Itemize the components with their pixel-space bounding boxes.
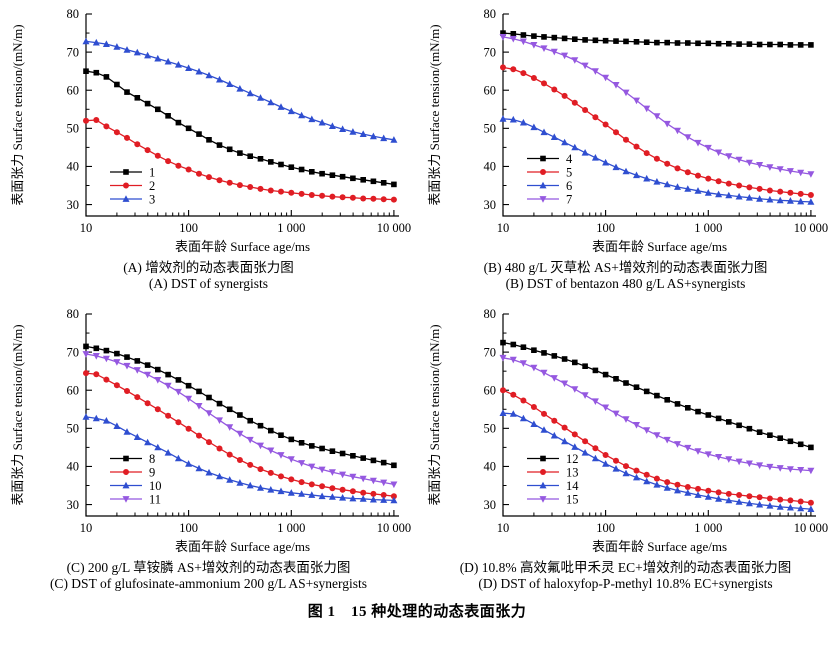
caption-b-en: (B) DST of bentazon 480 g/L AS+synergist… xyxy=(505,276,746,291)
svg-text:30: 30 xyxy=(67,498,80,512)
svg-text:表面张力 Surface tension/(mN/m): 表面张力 Surface tension/(mN/m) xyxy=(427,324,442,505)
svg-text:50: 50 xyxy=(484,122,497,136)
svg-text:10: 10 xyxy=(80,221,93,235)
svg-text:表面年龄 Surface age/ms: 表面年龄 Surface age/ms xyxy=(175,239,310,254)
panel-a: 30 40 50 60 70 80 10 100 1 000 10 000 表面年龄 Surface… xyxy=(0,4,417,292)
svg-text:1 000: 1 000 xyxy=(277,521,305,535)
caption-c-en: (C) DST of glufosinate-ammonium 200 g/L … xyxy=(49,576,368,591)
svg-text:70: 70 xyxy=(67,45,80,59)
caption-d-en: (D) DST of haloxyfop-P-methyl 10.8% EC+s… xyxy=(478,576,773,591)
svg-text:30: 30 xyxy=(484,498,497,512)
svg-text:80: 80 xyxy=(484,307,497,321)
svg-text:10: 10 xyxy=(80,521,93,535)
svg-text:100: 100 xyxy=(596,221,615,235)
svg-text:40: 40 xyxy=(67,460,80,474)
caption-a-zh: (A) 增效剂的动态表面张力图 xyxy=(123,260,294,275)
panel-d: 30 40 50 60 70 80 10 100 1 000 10 000 表面年龄 Surface… xyxy=(417,304,834,592)
svg-text:70: 70 xyxy=(484,345,497,359)
svg-text:2: 2 xyxy=(149,179,155,193)
svg-text:1 000: 1 000 xyxy=(694,521,722,535)
svg-text:14: 14 xyxy=(566,479,579,493)
svg-text:1: 1 xyxy=(149,166,155,180)
panel-c: 30 40 50 60 70 80 10 100 1 000 10 000 表面年龄 Surface… xyxy=(0,304,417,592)
chart-d-dst-haloxyfop: 30 40 50 60 70 80 10 100 1 000 10 000 表面年龄 Surface… xyxy=(427,307,828,554)
caption-a-en: (A) DST of synergists xyxy=(148,276,269,291)
svg-text:60: 60 xyxy=(484,83,497,97)
svg-text:10 000: 10 000 xyxy=(794,521,828,535)
chart-c-dst-glufosinate: 30 40 50 60 70 80 10 100 1 000 10 000 表面年龄 Surface… xyxy=(10,307,411,554)
svg-text:60: 60 xyxy=(484,383,497,397)
svg-text:12: 12 xyxy=(566,452,579,466)
svg-text:70: 70 xyxy=(67,345,80,359)
svg-text:表面张力 Surface tension/(mN/m): 表面张力 Surface tension/(mN/m) xyxy=(10,324,25,505)
svg-text:3: 3 xyxy=(149,193,155,207)
svg-text:表面年龄 Surface age/ms: 表面年龄 Surface age/ms xyxy=(592,539,727,554)
svg-text:表面张力 Surface tension/(mN/m): 表面张力 Surface tension/(mN/m) xyxy=(427,24,442,205)
svg-text:13: 13 xyxy=(566,466,579,480)
svg-text:表面张力 Surface tension/(mN/m): 表面张力 Surface tension/(mN/m) xyxy=(10,24,25,205)
svg-text:30: 30 xyxy=(484,198,497,212)
caption-d-zh: (D) 10.8% 高效氟吡甲禾灵 EC+增效剂的动态表面张力图 xyxy=(459,560,792,575)
svg-text:50: 50 xyxy=(67,422,80,436)
svg-text:30: 30 xyxy=(67,198,80,212)
svg-text:10: 10 xyxy=(149,479,162,493)
figure-caption: 图 1 15 种处理的动态表面张力 xyxy=(307,604,527,620)
svg-text:10: 10 xyxy=(497,521,510,535)
svg-text:6: 6 xyxy=(566,179,572,193)
svg-text:10: 10 xyxy=(497,221,510,235)
svg-text:80: 80 xyxy=(67,307,80,321)
chart-a-dst-synergists: 30 40 50 60 70 80 10 100 1 000 10 000 表面年龄 Surface… xyxy=(10,7,411,254)
svg-text:10 000: 10 000 xyxy=(377,221,411,235)
svg-text:40: 40 xyxy=(67,160,80,174)
svg-text:15: 15 xyxy=(566,493,579,507)
caption-b-zh: (B) 480 g/L 灭草松 AS+增效剂的动态表面张力图 xyxy=(483,260,768,275)
svg-text:5: 5 xyxy=(566,166,572,180)
svg-text:7: 7 xyxy=(566,193,572,207)
svg-text:1 000: 1 000 xyxy=(694,221,722,235)
svg-text:50: 50 xyxy=(484,422,497,436)
svg-text:60: 60 xyxy=(67,383,80,397)
svg-text:100: 100 xyxy=(179,521,198,535)
panel-grid: 30 40 50 60 70 80 10 100 1 000 10 000 表面年龄 Surface… xyxy=(0,4,834,592)
svg-text:表面年龄 Surface age/ms: 表面年龄 Surface age/ms xyxy=(175,539,310,554)
svg-text:80: 80 xyxy=(67,7,80,21)
svg-text:8: 8 xyxy=(149,452,155,466)
caption-c-zh: (C) 200 g/L 草铵膦 AS+增效剂的动态表面张力图 xyxy=(66,560,351,575)
svg-text:50: 50 xyxy=(67,122,80,136)
panel-b: 30 40 50 60 70 80 10 100 1 000 10 000 表面年龄 Surface… xyxy=(417,4,834,292)
svg-text:11: 11 xyxy=(149,493,161,507)
svg-text:40: 40 xyxy=(484,460,497,474)
svg-text:4: 4 xyxy=(566,152,573,166)
svg-text:70: 70 xyxy=(484,45,497,59)
svg-text:10 000: 10 000 xyxy=(377,521,411,535)
svg-text:60: 60 xyxy=(67,83,80,97)
svg-text:80: 80 xyxy=(484,7,497,21)
svg-text:10 000: 10 000 xyxy=(794,221,828,235)
chart-b-dst-bentazon: 30 40 50 60 70 80 10 100 1 000 10 000 表面年龄 Surface… xyxy=(427,7,828,254)
svg-text:100: 100 xyxy=(596,521,615,535)
svg-text:100: 100 xyxy=(179,221,198,235)
svg-text:9: 9 xyxy=(149,466,155,480)
svg-text:表面年龄 Surface age/ms: 表面年龄 Surface age/ms xyxy=(592,239,727,254)
svg-text:40: 40 xyxy=(484,160,497,174)
svg-text:1 000: 1 000 xyxy=(277,221,305,235)
